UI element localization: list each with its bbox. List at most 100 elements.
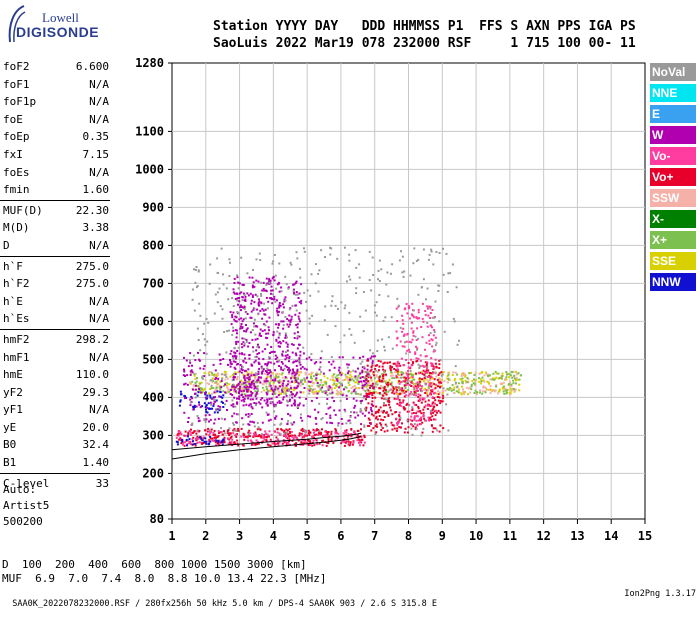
echo-point	[275, 387, 278, 390]
echo-point	[323, 434, 326, 437]
echo-point	[429, 376, 432, 379]
echo-point	[274, 379, 277, 382]
echo-point	[422, 278, 425, 281]
echo-point	[203, 365, 206, 367]
echo-point	[362, 444, 365, 447]
param-name: h`F2	[3, 277, 30, 291]
echo-point	[266, 367, 269, 370]
echo-point	[238, 370, 241, 373]
param-value: N/A	[89, 403, 109, 417]
echo-point	[282, 379, 285, 382]
echo-point	[205, 410, 208, 413]
echo-point	[251, 294, 254, 297]
echo-point	[288, 314, 291, 317]
echo-point	[483, 380, 486, 383]
echo-point	[213, 312, 216, 315]
echo-point	[403, 395, 406, 398]
echo-point	[282, 306, 285, 309]
echo-point	[310, 373, 313, 376]
echo-point	[410, 363, 413, 366]
echo-point	[268, 316, 271, 319]
param-row: h`F 275.0	[0, 258, 112, 276]
echo-point	[447, 272, 450, 275]
echo-point	[311, 371, 314, 374]
echo-point	[294, 373, 297, 376]
echo-point	[188, 359, 191, 362]
echo-point	[253, 325, 256, 328]
echo-point	[434, 402, 437, 405]
echo-point	[356, 392, 359, 395]
echo-point	[230, 441, 233, 444]
echo-point	[235, 336, 238, 339]
echo-point	[289, 369, 291, 372]
echo-point	[203, 322, 206, 325]
echo-point	[407, 426, 410, 429]
echo-point	[267, 390, 270, 393]
echo-point	[336, 389, 339, 392]
echo-point	[326, 333, 329, 336]
echo-point	[361, 384, 364, 387]
echo-point	[291, 372, 294, 375]
echo-point	[427, 376, 429, 378]
echo-point	[475, 393, 478, 395]
echo-point	[511, 388, 514, 391]
echo-point	[219, 395, 222, 398]
echo-point	[304, 441, 307, 444]
echo-point	[292, 376, 295, 379]
echo-point	[326, 398, 329, 400]
echo-point	[272, 384, 275, 387]
echo-point	[194, 359, 197, 362]
echo-point	[242, 423, 245, 426]
echo-point	[230, 435, 233, 438]
echo-point	[189, 372, 192, 375]
echo-point	[226, 432, 229, 435]
echo-point	[244, 298, 247, 301]
echo-point	[237, 346, 240, 349]
echo-point	[341, 394, 344, 397]
echo-point	[262, 368, 265, 371]
echo-point	[238, 391, 241, 394]
echo-point	[390, 316, 393, 319]
echo-point	[216, 257, 219, 260]
echo-point	[308, 385, 311, 388]
echo-point	[273, 388, 276, 391]
param-value: 1.40	[82, 456, 110, 470]
echo-point	[204, 437, 207, 440]
echo-point	[413, 316, 416, 319]
echo-point	[211, 374, 214, 376]
echo-point	[203, 402, 206, 405]
echo-point	[467, 393, 469, 396]
echo-point	[300, 433, 303, 436]
echo-point	[268, 397, 271, 400]
echo-point	[240, 390, 243, 393]
echo-point	[198, 386, 200, 389]
echo-point	[293, 337, 296, 339]
echo-point	[433, 383, 436, 386]
echo-point	[359, 377, 362, 380]
echo-point	[350, 411, 352, 413]
echo-point	[415, 316, 418, 319]
echo-point	[423, 380, 425, 383]
echo-point	[355, 435, 358, 438]
echo-point	[379, 422, 382, 425]
echo-point	[494, 370, 497, 373]
echo-point	[481, 390, 484, 393]
echo-point	[242, 396, 245, 399]
echo-point	[284, 390, 287, 393]
y-tick-label: 200	[142, 466, 164, 480]
echo-point	[364, 414, 367, 417]
echo-point	[294, 444, 297, 447]
echo-point	[260, 433, 263, 436]
param-value: 33	[95, 476, 109, 490]
echo-point	[424, 404, 427, 407]
echo-point	[237, 413, 240, 416]
echo-point	[419, 423, 422, 426]
digisonde-logo: Lowell DIGISONDE	[4, 4, 114, 48]
echo-point	[213, 411, 216, 414]
echo-point	[429, 416, 432, 419]
echo-point	[287, 389, 290, 392]
echo-point	[297, 377, 300, 380]
echo-point	[378, 365, 381, 368]
echo-point	[320, 431, 323, 434]
echo-point	[315, 429, 318, 432]
